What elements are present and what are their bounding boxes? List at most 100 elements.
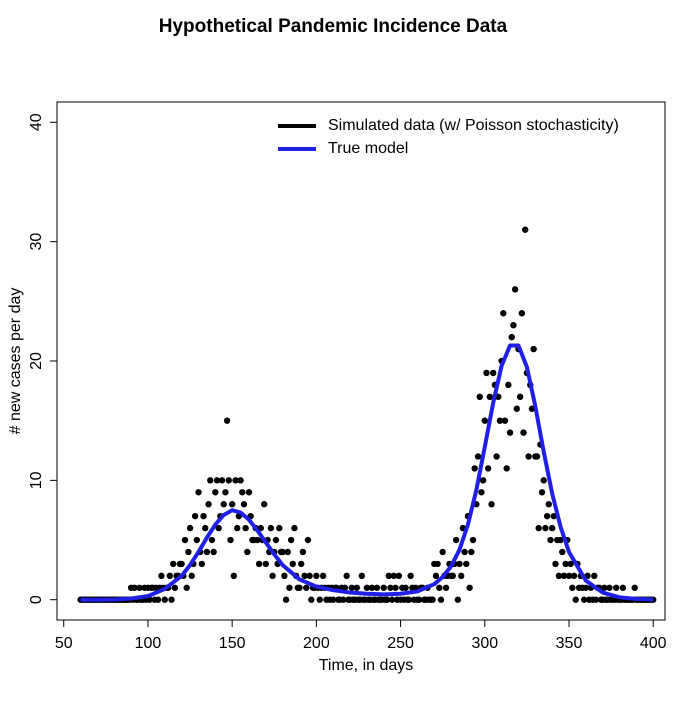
data-point bbox=[471, 465, 478, 472]
data-point bbox=[269, 572, 276, 580]
data-point bbox=[612, 584, 620, 591]
data-point bbox=[306, 572, 313, 580]
data-point bbox=[500, 310, 507, 317]
data-point bbox=[533, 453, 541, 460]
data-point bbox=[479, 477, 487, 484]
data-point bbox=[383, 596, 391, 603]
data-point bbox=[557, 536, 564, 544]
data-point bbox=[234, 524, 241, 532]
data-point bbox=[456, 560, 463, 568]
data-point bbox=[181, 536, 189, 544]
data-point bbox=[560, 572, 568, 580]
data-point bbox=[202, 524, 209, 532]
data-point bbox=[213, 477, 221, 484]
data-point bbox=[402, 584, 409, 591]
data-point bbox=[522, 226, 529, 233]
y-tick-label: 10 bbox=[28, 471, 45, 489]
data-point bbox=[232, 477, 239, 484]
data-point bbox=[198, 560, 206, 568]
data-point bbox=[188, 572, 195, 580]
data-point bbox=[373, 584, 381, 591]
data-point bbox=[390, 572, 398, 580]
data-point bbox=[565, 572, 573, 580]
data-point bbox=[303, 584, 310, 591]
data-point bbox=[158, 572, 165, 580]
plot-box bbox=[56, 101, 666, 621]
x-tick-label: 150 bbox=[219, 635, 246, 652]
data-point bbox=[168, 596, 175, 603]
data-point bbox=[267, 524, 275, 532]
legend-label: Simulated data (w/ Poisson stochasticity… bbox=[328, 117, 619, 134]
data-point bbox=[191, 512, 199, 520]
data-point bbox=[415, 596, 423, 603]
x-tick-label: 350 bbox=[556, 635, 583, 652]
data-point bbox=[606, 584, 613, 591]
data-point bbox=[282, 596, 290, 603]
data-point bbox=[368, 584, 376, 591]
data-point bbox=[569, 584, 576, 591]
legend-label: True model bbox=[328, 140, 408, 157]
data-point bbox=[567, 560, 574, 568]
data-point bbox=[245, 489, 253, 496]
data-point bbox=[439, 548, 446, 556]
data-point bbox=[291, 524, 298, 532]
data-point bbox=[210, 548, 217, 556]
data-point bbox=[458, 572, 465, 580]
data-point bbox=[542, 524, 549, 532]
data-point bbox=[516, 393, 524, 401]
data-point bbox=[304, 536, 312, 544]
data-point bbox=[341, 584, 349, 591]
data-point bbox=[434, 560, 441, 568]
data-point bbox=[508, 333, 515, 341]
data-point bbox=[131, 584, 138, 591]
data-point bbox=[205, 501, 212, 508]
data-point bbox=[308, 596, 315, 603]
data-point bbox=[454, 596, 462, 603]
x-tick-label: 250 bbox=[387, 635, 414, 652]
data-point bbox=[513, 405, 520, 412]
data-point bbox=[262, 560, 270, 568]
data-point bbox=[478, 489, 485, 496]
data-point bbox=[501, 417, 509, 424]
data-point bbox=[510, 321, 517, 329]
data-point bbox=[582, 584, 590, 591]
y-tick-label: 30 bbox=[28, 233, 45, 251]
x-tick-label: 300 bbox=[471, 635, 498, 652]
data-point bbox=[503, 465, 510, 472]
data-point bbox=[463, 560, 470, 568]
data-point bbox=[559, 548, 566, 556]
data-point bbox=[193, 536, 200, 544]
data-point bbox=[208, 536, 216, 544]
data-point bbox=[161, 596, 168, 603]
data-point bbox=[469, 536, 477, 544]
data-point bbox=[212, 489, 219, 496]
data-point bbox=[461, 548, 468, 556]
data-point bbox=[538, 489, 546, 496]
data-point bbox=[171, 584, 179, 591]
data-point bbox=[395, 572, 403, 580]
data-point bbox=[468, 548, 475, 556]
data-point bbox=[223, 417, 231, 424]
data-point bbox=[136, 584, 143, 591]
data-point bbox=[227, 536, 234, 544]
data-point bbox=[348, 584, 355, 591]
data-point bbox=[437, 596, 445, 603]
data-point bbox=[562, 560, 569, 568]
data-point bbox=[555, 572, 563, 580]
data-point bbox=[493, 453, 500, 460]
data-point bbox=[301, 572, 308, 580]
data-point bbox=[591, 572, 598, 580]
data-point bbox=[228, 501, 236, 508]
data-point bbox=[287, 536, 295, 544]
data-point bbox=[631, 584, 638, 591]
data-point bbox=[289, 560, 296, 568]
data-point bbox=[286, 584, 293, 591]
data-point bbox=[543, 512, 551, 520]
data-point bbox=[276, 524, 283, 532]
data-point bbox=[183, 584, 190, 591]
data-point bbox=[525, 453, 532, 460]
data-point bbox=[552, 560, 559, 568]
data-point bbox=[535, 524, 542, 532]
